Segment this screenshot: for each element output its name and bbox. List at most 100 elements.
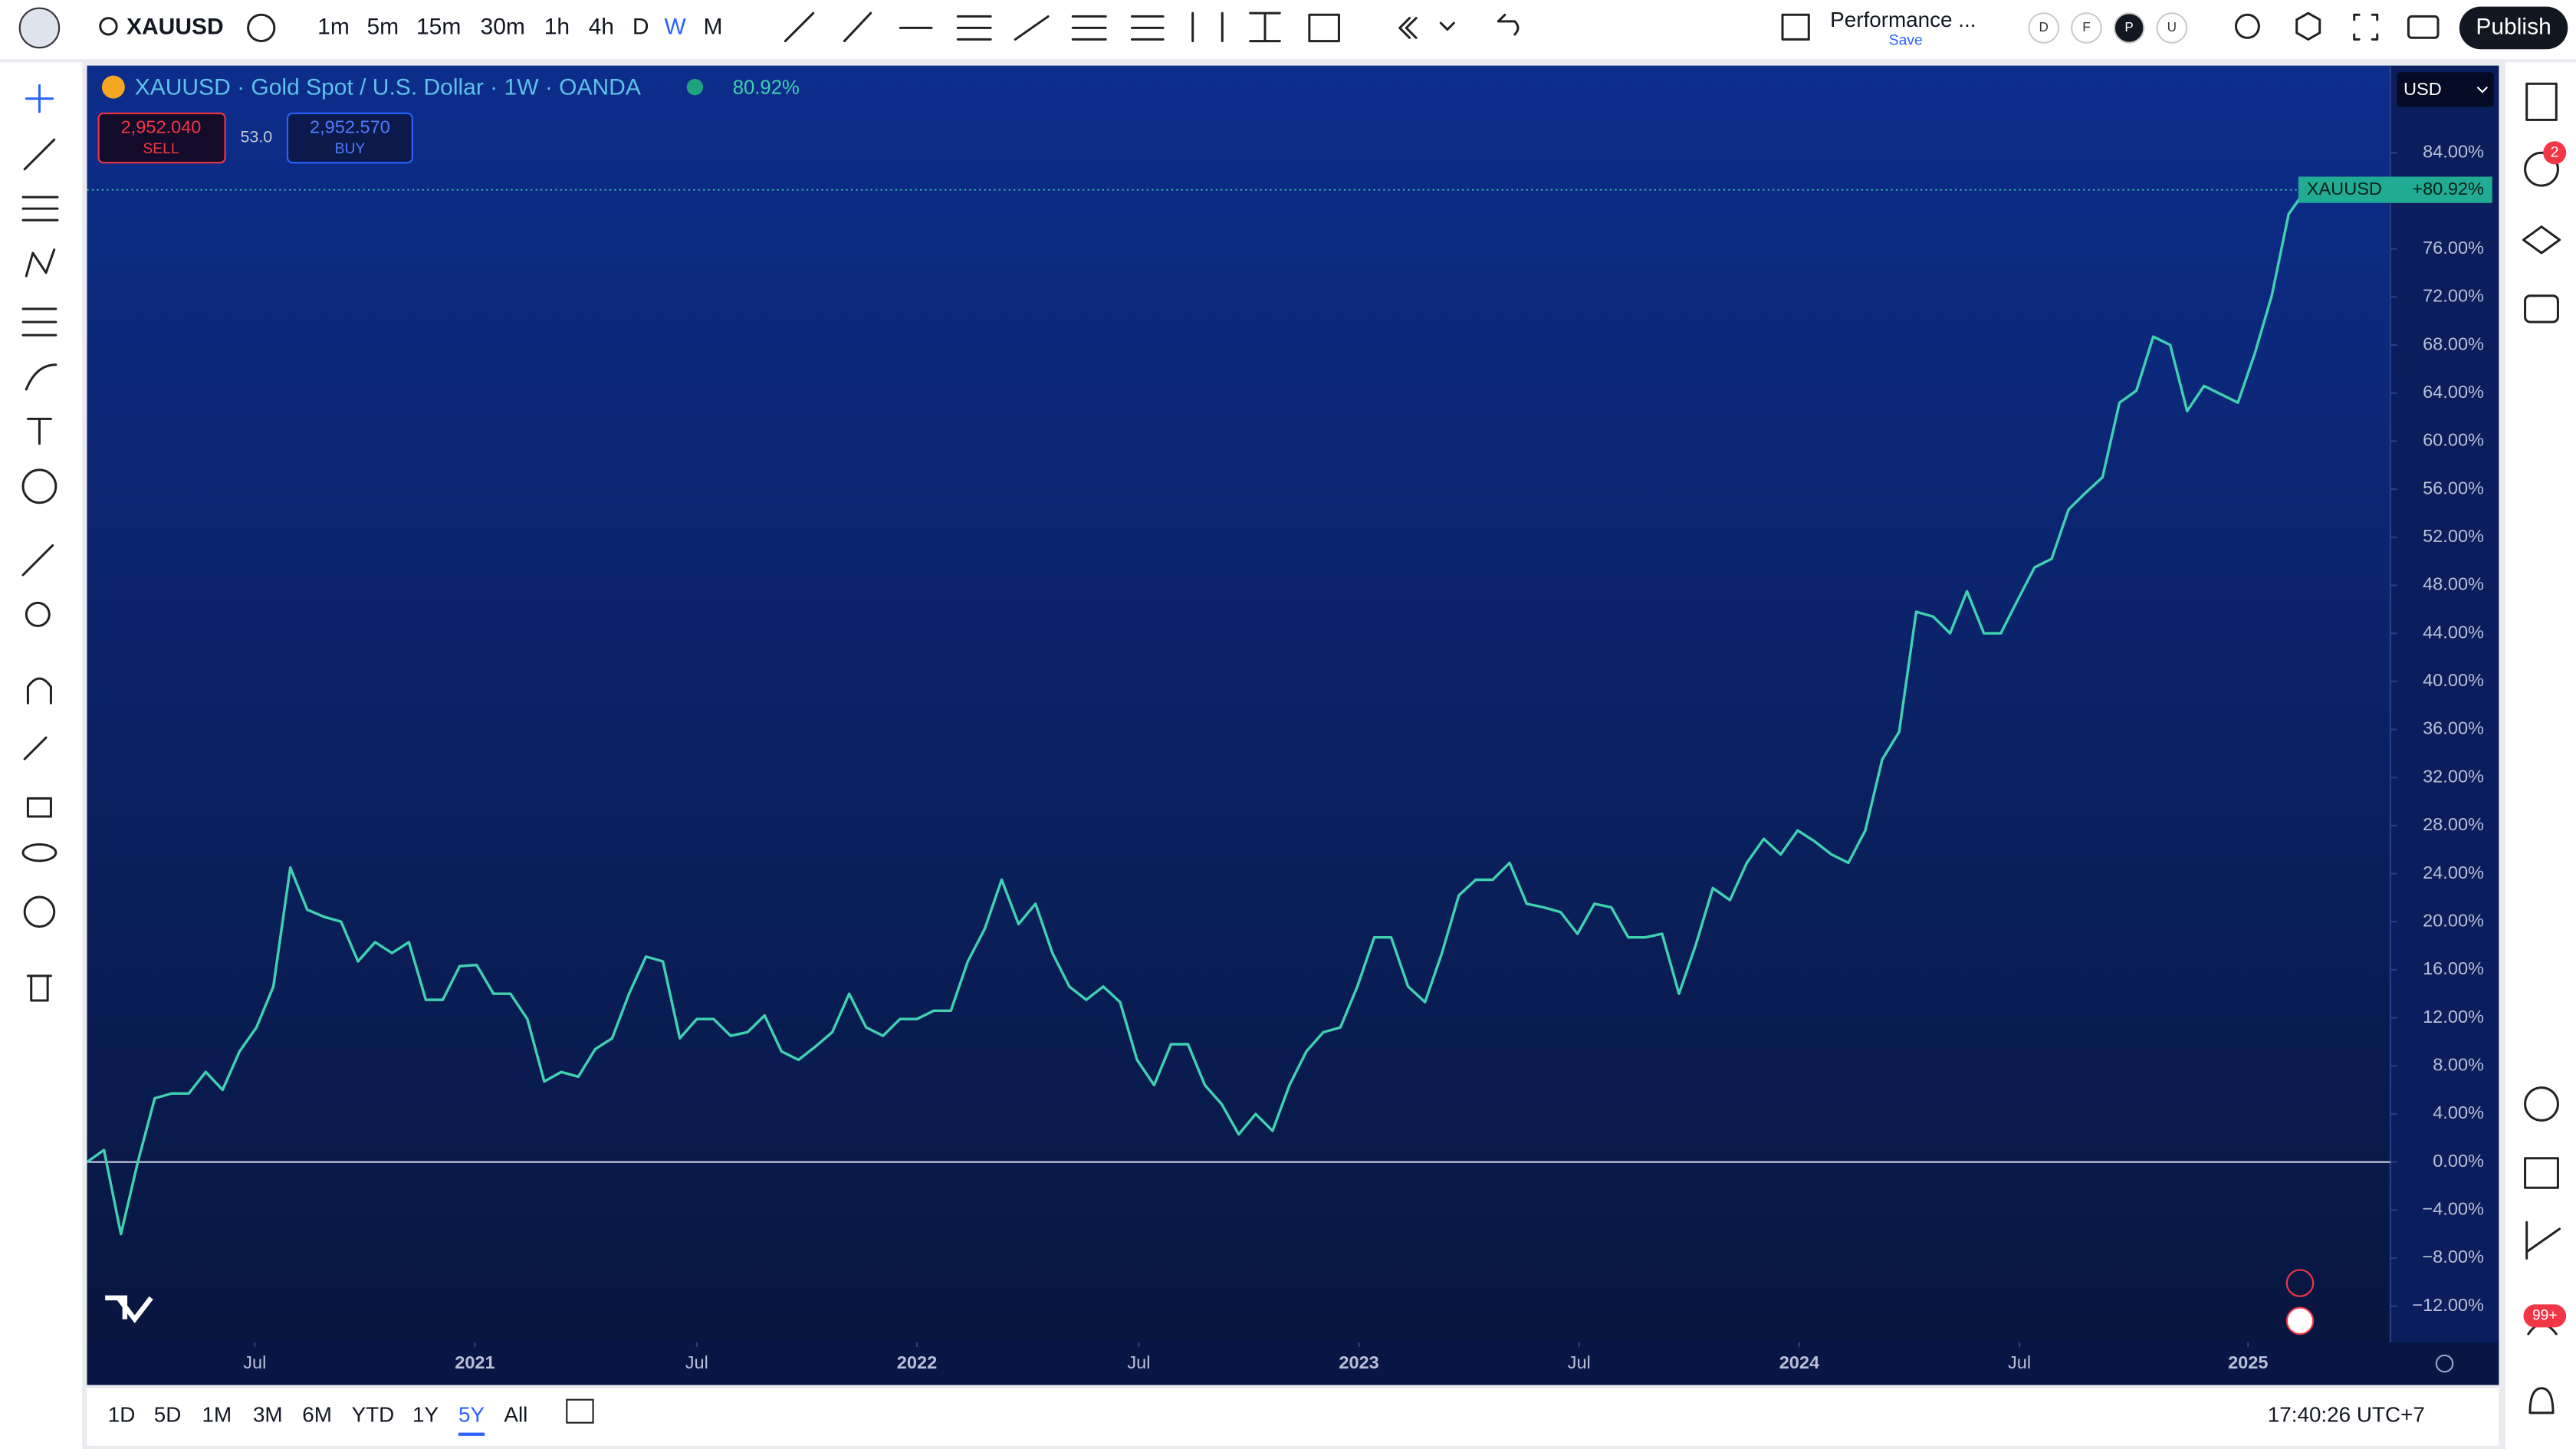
y-tick-label: 0.00% <box>2433 1151 2484 1171</box>
goto-date[interactable] <box>566 1398 594 1424</box>
range-button[interactable]: 3M <box>253 1403 283 1427</box>
sell-price[interactable]: 2,952.040 <box>121 117 202 136</box>
event-marker[interactable] <box>2285 1269 2315 1297</box>
buy-price[interactable]: 2,952.570 <box>310 117 390 136</box>
range-button[interactable]: 1D <box>108 1403 136 1427</box>
x-tick-label: 2024 <box>1779 1352 1819 1372</box>
collaborator-initial[interactable]: D <box>2039 19 2049 34</box>
chat-icon[interactable] <box>2524 294 2559 324</box>
axis-settings[interactable] <box>2435 1354 2454 1373</box>
interval-button[interactable]: 1m <box>317 14 350 39</box>
collaborator-avatar[interactable] <box>2113 12 2145 44</box>
y-tick-label: −8.00% <box>2422 1247 2484 1267</box>
alerts-icon[interactable] <box>2524 151 2559 187</box>
currency-label[interactable]: USD <box>2404 79 2442 99</box>
y-tick-label: 16.00% <box>2423 958 2484 978</box>
plot-area <box>87 65 2390 1342</box>
symbol-tag <box>2298 176 2392 203</box>
layers-icon[interactable] <box>2522 225 2561 255</box>
stay-draw-tool[interactable] <box>23 736 48 761</box>
range-button[interactable]: 1M <box>202 1403 232 1427</box>
collaborator-initial[interactable]: F <box>2082 19 2090 34</box>
economic-marker[interactable] <box>2285 1306 2315 1336</box>
x-tick-label: 2022 <box>897 1352 937 1372</box>
x-tick-label: Jul <box>243 1352 266 1372</box>
interval-button[interactable]: M <box>704 14 723 39</box>
layout-save[interactable]: Save <box>1889 33 1923 49</box>
fullscreen-icon[interactable] <box>2353 13 2379 41</box>
y-tick-label: 28.00% <box>2423 814 2484 834</box>
bell-icon[interactable] <box>2528 1387 2555 1414</box>
pattern-tool[interactable] <box>25 248 56 278</box>
range-button[interactable]: All <box>504 1403 527 1427</box>
collaborator-avatar[interactable] <box>2156 12 2188 44</box>
settings-icon[interactable] <box>2295 12 2321 41</box>
alert-icon[interactable] <box>2234 13 2260 39</box>
y-tick-label: 8.00% <box>2433 1055 2484 1075</box>
interval-button[interactable]: 1h <box>544 14 570 39</box>
snapshot-icon[interactable] <box>2407 15 2440 39</box>
left-toolbar <box>0 62 83 1449</box>
forecast-tool[interactable] <box>21 307 58 337</box>
collaborator-initial[interactable]: U <box>2167 19 2177 34</box>
user-avatar[interactable] <box>18 7 61 49</box>
currency-select[interactable] <box>2397 72 2494 107</box>
market-status <box>686 78 704 96</box>
symbol-logo <box>101 75 125 99</box>
calendar-icon[interactable] <box>2524 1157 2559 1189</box>
sell-label[interactable]: SELL <box>143 141 179 157</box>
measure-tool[interactable] <box>21 544 54 577</box>
lock-tool[interactable] <box>26 797 52 818</box>
range-button[interactable]: 1Y <box>412 1403 439 1427</box>
y-tick-label: 44.00% <box>2423 622 2484 642</box>
range-button[interactable]: 5D <box>154 1403 182 1427</box>
hide-tool[interactable] <box>21 843 58 863</box>
interval-button[interactable]: 30m <box>481 14 525 39</box>
compare-button[interactable] <box>247 13 276 43</box>
symbol-search[interactable]: XAUUSD <box>127 14 224 39</box>
tree-tool[interactable] <box>23 895 56 928</box>
interval-button[interactable]: W <box>665 14 687 39</box>
history-icons[interactable] <box>1398 13 1520 39</box>
search-icon[interactable] <box>99 17 118 36</box>
fib-tool[interactable] <box>21 196 59 222</box>
tv-logo <box>105 1295 153 1323</box>
x-tick-label: 2023 <box>1339 1352 1378 1372</box>
collaborator-avatar[interactable] <box>2071 12 2102 44</box>
y-tick-label: 72.00% <box>2423 286 2484 306</box>
interval-button[interactable]: 15m <box>416 14 461 39</box>
sell-button[interactable] <box>97 112 226 164</box>
range-button[interactable]: 6M <box>302 1403 332 1427</box>
buy-label[interactable]: BUY <box>335 141 366 157</box>
collaborator-avatar[interactable] <box>2028 12 2060 44</box>
y-tick-label: 84.00% <box>2423 142 2484 162</box>
publish-label[interactable]: Publish <box>2476 14 2551 39</box>
ideas-icon[interactable] <box>2525 1221 2561 1260</box>
x-tick-label: Jul <box>1568 1352 1591 1372</box>
interval-button[interactable]: D <box>632 14 649 39</box>
collaborator-initial[interactable]: P <box>2124 19 2133 34</box>
interval-button[interactable]: 4h <box>589 14 614 39</box>
tool-icons[interactable] <box>784 12 1340 43</box>
brush-tool[interactable] <box>25 363 58 391</box>
publish-button[interactable] <box>2459 6 2568 50</box>
trend-tool[interactable] <box>23 138 56 171</box>
symbol-tag-label: XAUUSD <box>2307 179 2382 199</box>
watchlist-icon[interactable] <box>2525 82 2558 121</box>
buy-button[interactable] <box>286 112 413 164</box>
layout-name[interactable]: Performance ... <box>1830 8 1976 31</box>
cursor-tool[interactable] <box>25 84 54 113</box>
zoom-tool[interactable] <box>25 601 51 627</box>
interval-button[interactable]: 5m <box>366 14 399 39</box>
range-button[interactable]: 5Y <box>458 1403 485 1427</box>
top-right-icons <box>2234 12 2440 41</box>
target-icon[interactable] <box>2524 1086 2559 1122</box>
magnet-tool[interactable] <box>26 677 52 705</box>
text-tool[interactable] <box>26 417 52 445</box>
delete-tool[interactable] <box>26 974 52 1002</box>
range-button[interactable]: YTD <box>352 1403 395 1427</box>
y-tick-label: 40.00% <box>2423 670 2484 690</box>
icon-tool[interactable] <box>21 468 58 504</box>
layout-grid-icon[interactable] <box>1781 13 1810 41</box>
